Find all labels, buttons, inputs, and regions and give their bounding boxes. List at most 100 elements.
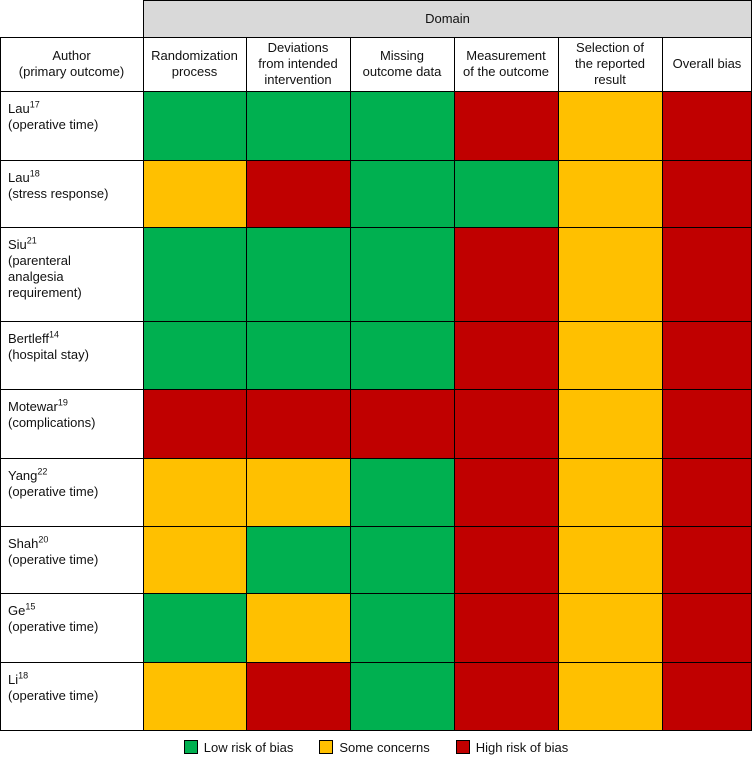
column-header-line: Randomization bbox=[151, 48, 238, 63]
author-name-text: Li bbox=[8, 672, 19, 687]
rating-cell bbox=[662, 227, 752, 321]
grid-line bbox=[143, 0, 752, 1]
rating-cell bbox=[662, 389, 752, 458]
rating-cell bbox=[662, 458, 752, 526]
reference-number: 20 bbox=[38, 534, 49, 545]
risk-of-bias-table: Domain Author (primary outcome) Randomizati… bbox=[0, 0, 752, 731]
rating-cell bbox=[454, 389, 558, 458]
rating-cell bbox=[350, 526, 454, 593]
column-header-line: the reported bbox=[574, 56, 646, 71]
column-header: Deviations from intended intervention bbox=[246, 37, 350, 91]
primary-outcome: (hospital stay) bbox=[8, 347, 89, 362]
rating-cell bbox=[143, 227, 246, 321]
reference-number: 19 bbox=[57, 397, 68, 408]
grid-line bbox=[0, 525, 752, 527]
domain-label: Domain bbox=[425, 10, 470, 26]
author-cell: Siu21 (parenteral analgesia requirement) bbox=[0, 227, 143, 321]
primary-outcome: analgesia bbox=[8, 269, 64, 284]
rating-cell bbox=[350, 160, 454, 227]
primary-outcome: (operative time) bbox=[8, 552, 99, 567]
grid-line bbox=[0, 730, 752, 731]
column-header-line: intervention bbox=[264, 72, 332, 87]
legend-item: Some concerns bbox=[319, 740, 430, 755]
column-header: Selection of the reported result bbox=[558, 37, 662, 91]
legend-item: Low risk of bias bbox=[183, 739, 294, 755]
reference-number: 15 bbox=[25, 601, 36, 612]
rating-cell bbox=[350, 389, 454, 458]
author-cell: Bertleff14 (hospital stay) bbox=[0, 321, 143, 389]
grid-line bbox=[0, 661, 752, 663]
author-name-text: Ge bbox=[8, 603, 26, 618]
rating-cell bbox=[246, 321, 350, 389]
legend-label: High risk of bias bbox=[475, 739, 569, 755]
author-column-header: Author (primary outcome) bbox=[0, 37, 143, 91]
rating-cell bbox=[246, 593, 350, 662]
rating-cell bbox=[246, 91, 350, 160]
rating-cell bbox=[454, 160, 558, 227]
author-name-text: Lau bbox=[8, 101, 30, 116]
rating-cell bbox=[350, 91, 454, 160]
rating-cell bbox=[558, 662, 662, 731]
grid-line bbox=[0, 36, 752, 38]
column-header-line: of the outcome bbox=[463, 64, 549, 79]
column-header-line: process bbox=[171, 64, 218, 79]
grid-line bbox=[245, 37, 247, 731]
author-name: Motewar19 bbox=[8, 397, 143, 415]
rating-cell bbox=[143, 526, 246, 593]
rating-cell bbox=[662, 526, 752, 593]
rating-cell bbox=[143, 389, 246, 458]
column-header: Randomization process bbox=[143, 37, 246, 91]
author-name-text: Siu bbox=[8, 237, 27, 252]
author-name-text: Lau bbox=[8, 170, 30, 185]
reference-number: 17 bbox=[29, 99, 40, 110]
rating-cell bbox=[143, 662, 246, 731]
legend: Low risk of bias Some concerns High risk o… bbox=[0, 738, 752, 756]
reference-number: 18 bbox=[18, 670, 29, 681]
column-header-line: Deviations bbox=[267, 40, 329, 55]
author-name: Lau18 bbox=[8, 168, 143, 186]
domain-header: Domain bbox=[143, 0, 752, 37]
grid-line bbox=[0, 592, 752, 594]
author-name-text: Motewar bbox=[8, 399, 58, 414]
rating-cell bbox=[143, 458, 246, 526]
grid-line bbox=[0, 226, 752, 228]
author-cell: Ge15 (operative time) bbox=[0, 593, 143, 662]
primary-outcome: (stress response) bbox=[8, 186, 109, 201]
rating-cell bbox=[662, 662, 752, 731]
column-header: Measurement of the outcome bbox=[454, 37, 558, 91]
rating-cell bbox=[662, 91, 752, 160]
rating-cell bbox=[454, 321, 558, 389]
column-header-line: Overall bias bbox=[672, 56, 742, 71]
author-name-text: Shah bbox=[8, 536, 39, 551]
grid-line bbox=[453, 37, 455, 731]
rating-cell bbox=[454, 526, 558, 593]
rating-cell bbox=[246, 160, 350, 227]
author-cell: Lau17 (operative time) bbox=[0, 91, 143, 160]
author-name: Ge15 bbox=[8, 601, 143, 619]
grid-line bbox=[0, 457, 752, 459]
reference-number: 18 bbox=[29, 168, 40, 179]
legend-label: Low risk of bias bbox=[203, 739, 294, 755]
author-cell: Yang22 (operative time) bbox=[0, 458, 143, 526]
author-cell: Motewar19 (complications) bbox=[0, 389, 143, 458]
primary-outcome: (operative time) bbox=[8, 619, 99, 634]
rating-cell bbox=[246, 458, 350, 526]
author-name: Shah20 bbox=[8, 534, 143, 552]
rating-cell bbox=[662, 593, 752, 662]
rating-cell bbox=[143, 91, 246, 160]
column-header-line: from intended bbox=[258, 56, 338, 71]
rating-cell bbox=[558, 389, 662, 458]
reference-number: 22 bbox=[37, 466, 48, 477]
grid-line bbox=[142, 0, 144, 731]
rating-cell bbox=[350, 458, 454, 526]
rating-cell bbox=[143, 160, 246, 227]
grid-line bbox=[661, 37, 663, 731]
rating-cell bbox=[558, 321, 662, 389]
rating-cell bbox=[662, 321, 752, 389]
primary-outcome: (operative time) bbox=[8, 117, 99, 132]
column-header-line: result bbox=[594, 72, 626, 87]
column-header-line: Missing bbox=[379, 48, 425, 63]
rating-cell bbox=[246, 526, 350, 593]
grid-line bbox=[0, 90, 752, 92]
reference-number: 21 bbox=[26, 235, 37, 246]
